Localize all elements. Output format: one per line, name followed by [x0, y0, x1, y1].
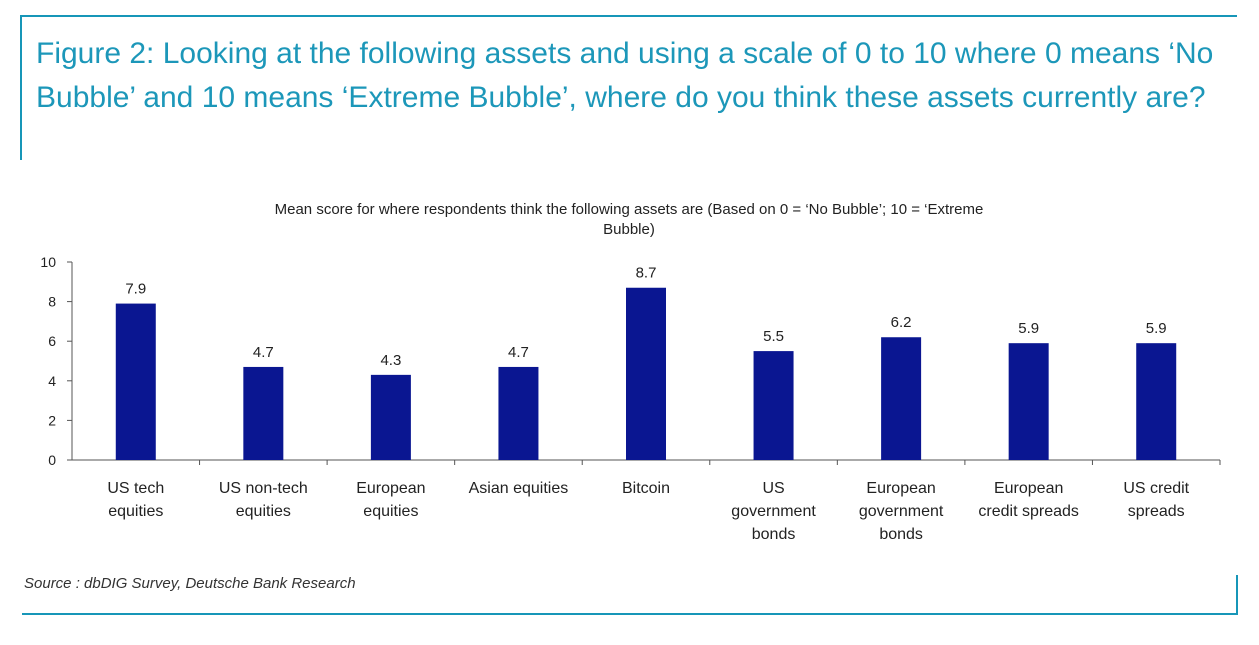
x-category-label: US tech [107, 480, 164, 497]
chart-title-line: Mean score for where respondents think t… [275, 201, 984, 218]
x-category-label: US credit [1123, 480, 1189, 497]
bar [243, 366, 284, 460]
x-category-label: bonds [879, 526, 923, 543]
bar [753, 351, 794, 460]
bar-data-label: 4.7 [253, 344, 274, 361]
x-category-label: bonds [752, 526, 796, 543]
bar [1008, 343, 1049, 460]
x-category-label: European [994, 480, 1063, 497]
bar-data-label: 4.7 [508, 344, 529, 361]
x-category-label: European [866, 480, 935, 497]
bar-data-label: 6.2 [891, 314, 912, 331]
bar-data-label: 5.5 [763, 328, 784, 345]
x-category-label: equities [236, 503, 291, 520]
bar [1136, 343, 1177, 460]
y-tick-label: 6 [48, 333, 56, 349]
figure-title: Figure 2: Looking at the following asset… [36, 37, 1214, 114]
bar [626, 287, 666, 460]
x-category-label: European [356, 480, 425, 497]
x-category-label: equities [108, 503, 163, 520]
bar-data-label: 5.9 [1146, 320, 1167, 337]
frame-right-rule [1236, 575, 1238, 615]
y-tick-label: 4 [48, 373, 56, 389]
frame-top-rule [20, 15, 1237, 17]
x-category-label: equities [363, 503, 418, 520]
bar [370, 374, 411, 460]
bar-data-label: 7.9 [125, 281, 146, 298]
x-category-label: government [859, 503, 944, 520]
frame-bottom-rule [22, 613, 1238, 615]
source-note: Source : dbDIG Survey, Deutsche Bank Res… [24, 575, 356, 592]
x-category-label: US [762, 480, 784, 497]
bar [498, 366, 539, 460]
y-tick-label: 2 [48, 412, 56, 428]
y-tick-label: 10 [40, 254, 56, 270]
chart-title-line: Bubble) [603, 221, 655, 238]
x-category-label: spreads [1128, 503, 1185, 520]
x-category-label: Bitcoin [622, 480, 670, 497]
bar [115, 303, 156, 460]
x-category-label: Asian equities [469, 480, 569, 497]
frame-left-rule [20, 15, 22, 160]
x-category-label: US non-tech [219, 480, 308, 497]
bar-data-label: 8.7 [636, 265, 657, 282]
x-category-label: government [731, 503, 816, 520]
y-tick-label: 0 [48, 452, 56, 468]
y-tick-label: 8 [48, 294, 56, 310]
bar [881, 337, 922, 460]
x-category-label: credit spreads [978, 503, 1079, 520]
bar-data-label: 5.9 [1018, 320, 1039, 337]
bar-data-label: 4.3 [380, 352, 401, 369]
